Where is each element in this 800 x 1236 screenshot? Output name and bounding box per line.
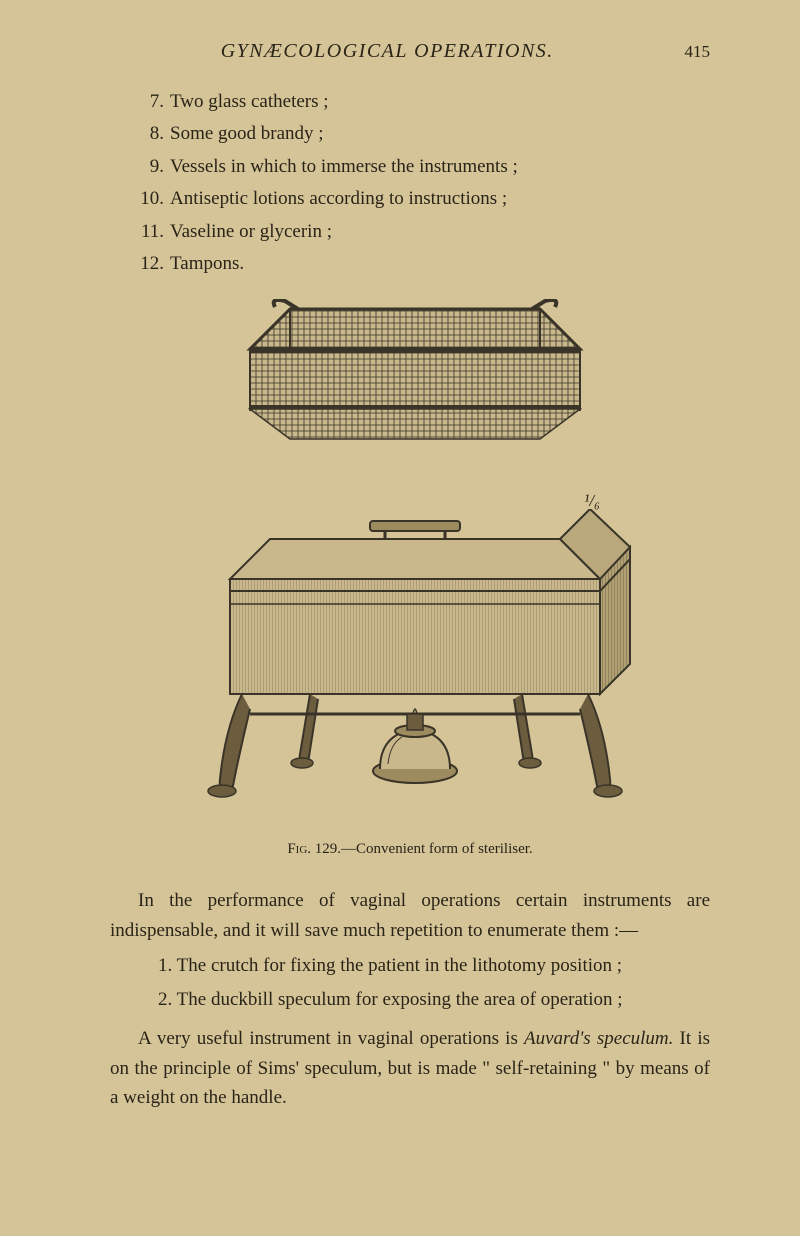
page-number: 415 — [685, 42, 711, 62]
sub-text: The duckbill speculum for exposing the a… — [177, 989, 623, 1010]
scale-label: ¹/₆ — [584, 491, 600, 511]
figure-caption: Fig. 129.—Convenient form of steriliser. — [110, 841, 710, 858]
tray-illustration — [220, 299, 600, 459]
list-number: 9. — [138, 152, 164, 182]
list-text: Two glass catheters ; — [170, 91, 329, 112]
supply-list: 7. Two glass catheters ; 8. Some good bran… — [138, 87, 710, 279]
list-text: Vaseline or glycerin ; — [170, 221, 332, 242]
running-title: GYNÆCOLOGICAL OPERATIONS. — [110, 40, 665, 63]
caption-prefix: Fig. 129. — [287, 841, 341, 857]
list-number: 12. — [138, 249, 164, 279]
list-text: Tampons. — [170, 253, 244, 274]
steriliser-illustration — [170, 509, 650, 819]
instrument-sublist: 1. The crutch for fixing the patient in … — [158, 951, 710, 1014]
p2-part1: A very useful instrument in vaginal oper… — [138, 1028, 524, 1049]
list-number: 8. — [138, 119, 164, 149]
list-text: Some good brandy ; — [170, 123, 324, 144]
sub-number: 1. — [158, 955, 172, 976]
paragraph-speculum: A very useful instrument in vaginal oper… — [110, 1024, 710, 1112]
p2-italic: Auvard's speculum. — [524, 1028, 673, 1049]
sub-item: 1. The crutch for fixing the patient in … — [158, 951, 710, 980]
figure-illustration: ¹/₆ — [110, 299, 710, 829]
list-text: Vessels in which to immerse the instrume… — [170, 156, 518, 177]
list-text: Antiseptic lotions according to instruct… — [170, 188, 507, 209]
list-number: 7. — [138, 87, 164, 117]
list-item: 11. Vaseline or glycerin ; — [138, 217, 710, 247]
list-item: 8. Some good brandy ; — [138, 119, 710, 149]
list-number: 10. — [138, 184, 164, 214]
page-header: GYNÆCOLOGICAL OPERATIONS. 415 — [110, 40, 710, 63]
tray-svg — [220, 299, 600, 459]
list-item: 9. Vessels in which to immerse the instru… — [138, 152, 710, 182]
list-item: 7. Two glass catheters ; — [138, 87, 710, 117]
steriliser-svg — [170, 509, 650, 819]
list-number: 11. — [138, 217, 164, 247]
list-item: 10. Antiseptic lotions according to instr… — [138, 184, 710, 214]
list-item: 12. Tampons. — [138, 249, 710, 279]
caption-text: —Convenient form of steriliser. — [341, 841, 533, 857]
sub-number: 2. — [158, 989, 172, 1010]
paragraph-intro: In the performance of vaginal operations… — [110, 886, 710, 945]
sub-item: 2. The duckbill speculum for exposing th… — [158, 985, 710, 1014]
sub-text: The crutch for fixing the patient in the… — [177, 955, 622, 976]
